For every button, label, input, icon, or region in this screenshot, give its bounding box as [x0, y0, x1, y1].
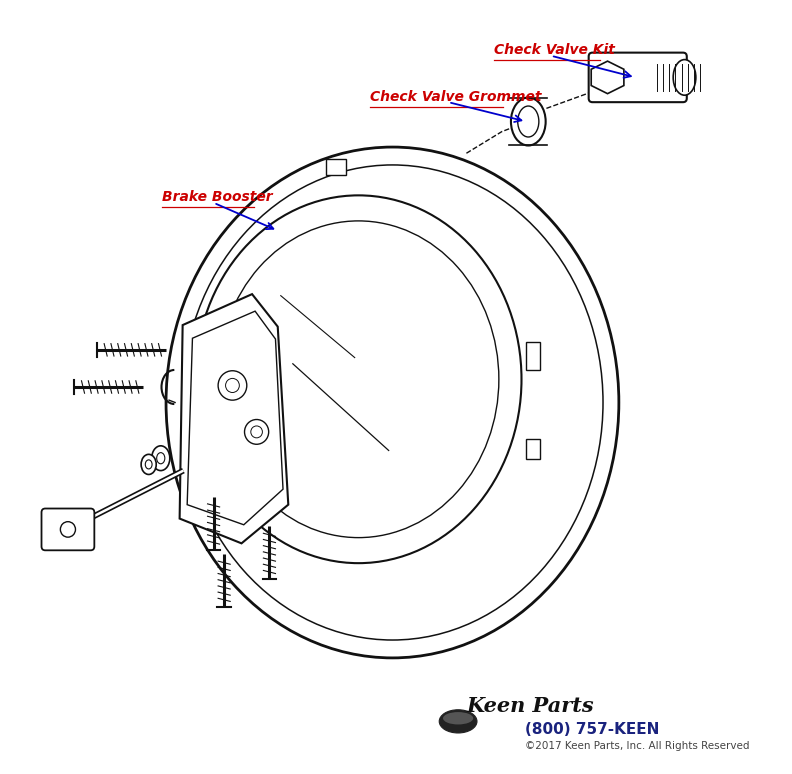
Ellipse shape — [157, 453, 165, 464]
Ellipse shape — [145, 460, 152, 469]
Ellipse shape — [152, 446, 169, 471]
Bar — [526, 439, 540, 459]
Ellipse shape — [141, 454, 156, 474]
Ellipse shape — [511, 98, 546, 146]
Ellipse shape — [440, 710, 477, 733]
Text: ©2017 Keen Parts, Inc. All Rights Reserved: ©2017 Keen Parts, Inc. All Rights Reserv… — [524, 741, 749, 751]
Ellipse shape — [196, 195, 521, 563]
Bar — [526, 342, 540, 370]
Circle shape — [218, 371, 247, 400]
Circle shape — [60, 522, 75, 537]
Polygon shape — [591, 61, 624, 94]
Circle shape — [251, 426, 262, 438]
Text: Brake Booster: Brake Booster — [162, 190, 273, 204]
Ellipse shape — [166, 147, 619, 658]
FancyBboxPatch shape — [588, 53, 687, 102]
Text: Check Valve Grommet: Check Valve Grommet — [370, 90, 541, 104]
Bar — [326, 159, 345, 175]
Text: (800) 757-KEEN: (800) 757-KEEN — [524, 721, 659, 737]
Circle shape — [245, 420, 268, 444]
Polygon shape — [180, 294, 288, 543]
Ellipse shape — [518, 106, 539, 137]
Ellipse shape — [673, 60, 696, 95]
Text: Keen Parts: Keen Parts — [466, 696, 594, 716]
Text: Check Valve Kit: Check Valve Kit — [494, 43, 615, 57]
Ellipse shape — [443, 712, 473, 724]
FancyBboxPatch shape — [41, 509, 94, 550]
Circle shape — [226, 378, 239, 392]
